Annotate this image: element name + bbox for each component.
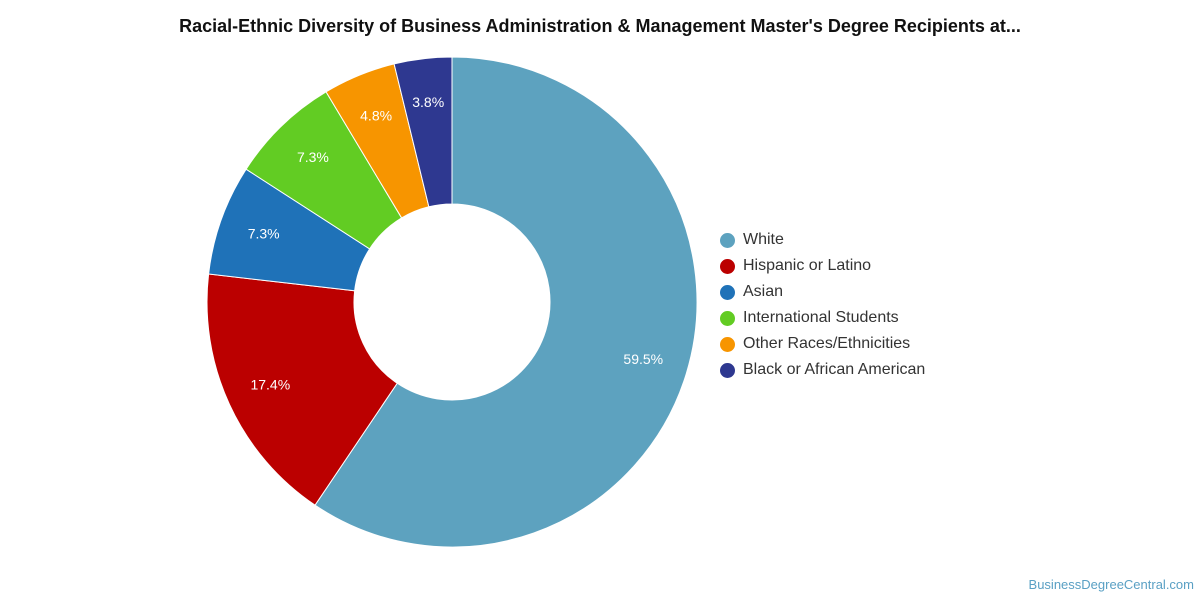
legend-label: Asian: [743, 283, 784, 300]
legend-item-other-races-ethnicities[interactable]: Other Races/Ethnicities: [720, 331, 925, 357]
legend-item-black-or-african-american[interactable]: Black or African American: [720, 357, 925, 383]
legend-swatch-icon: [720, 362, 735, 378]
legend-label: Hispanic or Latino: [743, 257, 872, 274]
legend-swatch-icon: [720, 232, 735, 248]
slice-label-hispanic-or-latino: 17.4%: [250, 376, 290, 392]
legend-label: Black or African American: [743, 361, 926, 378]
legend-item-asian[interactable]: Asian: [720, 279, 925, 305]
legend-item-hispanic-or-latino[interactable]: Hispanic or Latino: [720, 253, 925, 279]
chart-legend: White Hispanic or Latino Asian Internationa…: [720, 227, 925, 383]
legend-item-international-students[interactable]: International Students: [720, 305, 925, 331]
legend-label: White: [743, 231, 784, 248]
donut-slices: [206, 56, 698, 548]
source-credit[interactable]: BusinessDegreeCentral.com: [1028, 577, 1194, 592]
legend-label: Other Races/Ethnicities: [743, 335, 911, 352]
chart-title: Racial-Ethnic Diversity of Business Admi…: [179, 16, 1021, 36]
legend-swatch-icon: [720, 310, 735, 326]
slice-white[interactable]: [314, 56, 698, 548]
legend-swatch-icon: [720, 258, 735, 274]
slice-label-other-races-ethnicities: 4.8%: [360, 108, 392, 124]
legend-label: International Students: [743, 309, 899, 326]
slice-label-asian: 7.3%: [248, 225, 280, 241]
legend-swatch-icon: [720, 336, 735, 352]
slice-black-or-african-american[interactable]: [393, 56, 453, 208]
slice-label-black-or-african-american: 3.8%: [412, 94, 444, 110]
slice-label-white: 59.5%: [623, 351, 663, 367]
legend-item-white[interactable]: White: [720, 227, 925, 253]
slice-hispanic-or-latino[interactable]: [206, 273, 398, 506]
slice-label-international-students: 7.3%: [297, 149, 329, 165]
legend-swatch-icon: [720, 284, 735, 300]
donut-labels: 59.5% 17.4% 7.3% 7.3% 4.8% 3.8%: [248, 94, 663, 392]
